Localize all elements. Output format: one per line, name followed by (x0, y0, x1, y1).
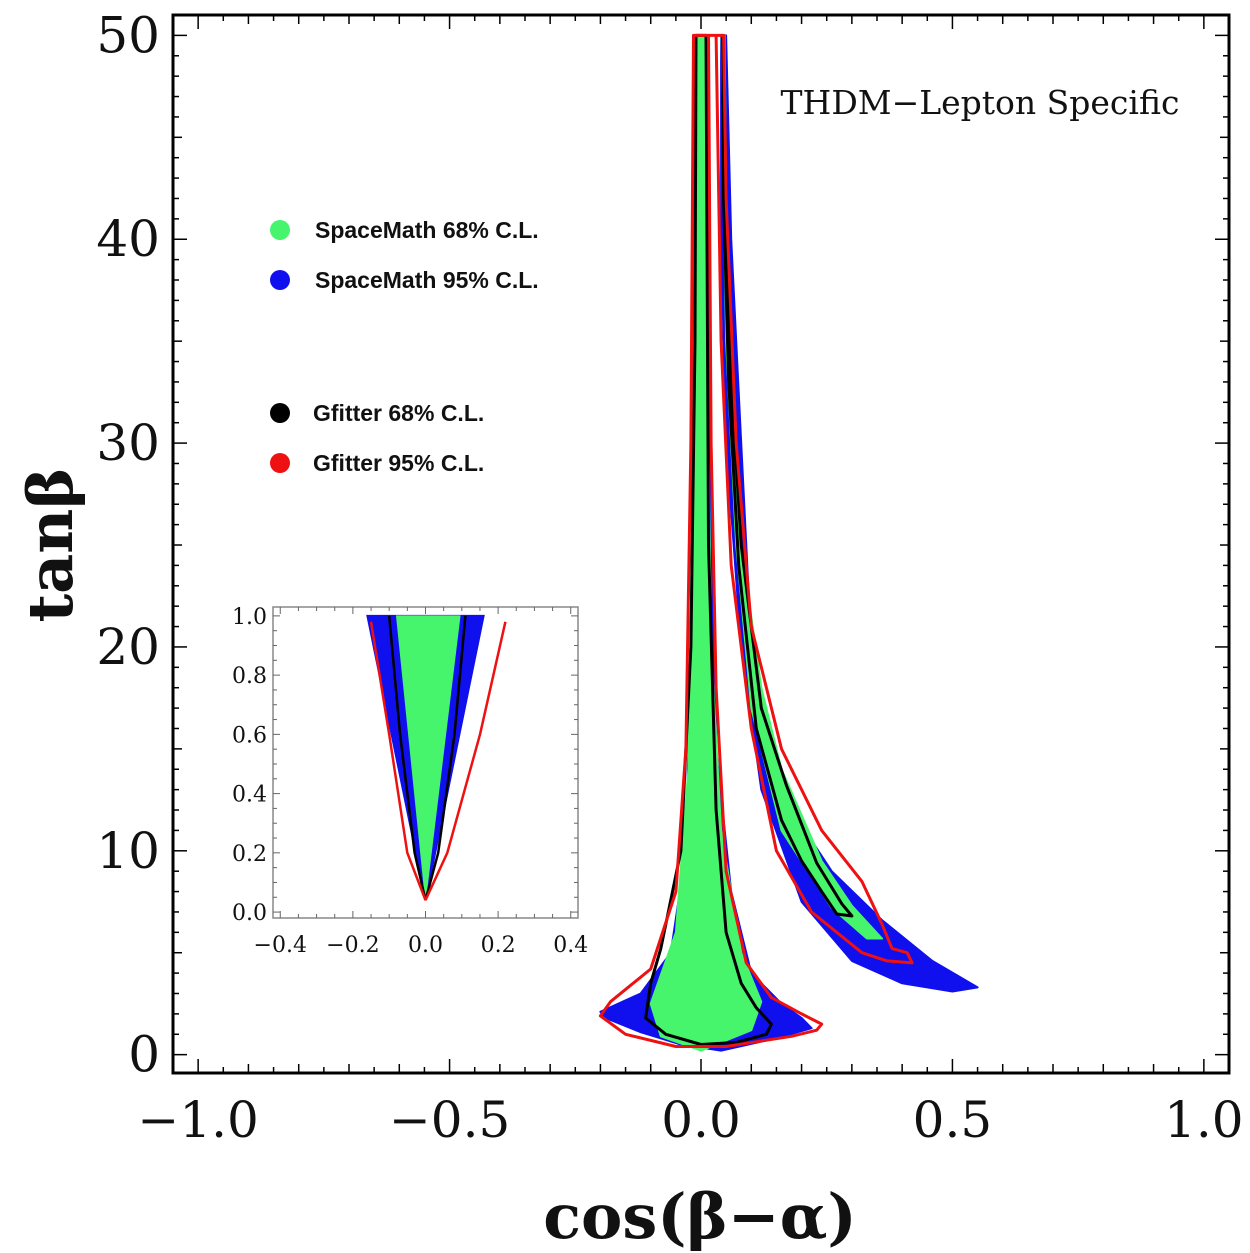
inset-spacemath-68-region (395, 615, 461, 901)
main-plot-regions (599, 34, 979, 1052)
inset-x-tick-label: −0.4 (254, 933, 307, 958)
inset-gfitter-68-contour (387, 615, 427, 901)
inset-contours (369, 615, 507, 901)
x-tick-label: 1.0 (1164, 1091, 1244, 1149)
model-annotation: THDM−Lepton Specific (781, 83, 1180, 122)
y-tick-label: 20 (96, 618, 160, 676)
legend-label-gfitter-68: Gfitter 68% C.L. (313, 400, 484, 426)
x-tick-label: −0.5 (389, 1091, 510, 1149)
inset-y-tick-label: 0.8 (232, 664, 267, 689)
legend-label-spacemath-95: SpaceMath 95% C.L. (315, 267, 539, 293)
y-tick-label: 50 (96, 6, 160, 64)
legend-label-spacemath-68: SpaceMath 68% C.L. (315, 217, 539, 243)
inset-x-tick-label: −0.2 (326, 933, 379, 958)
inset-axis-ticks (273, 607, 578, 918)
legend: SpaceMath 68% C.L. SpaceMath 95% C.L. Gf… (270, 217, 539, 476)
inset-gfitter-68-contour (424, 615, 467, 901)
legend-marker-gfitter-68 (270, 403, 290, 423)
inset-gfitter-95-contour (369, 621, 427, 901)
gfitter-68-contour (644, 33, 773, 1046)
y-tick-label: 10 (96, 822, 160, 880)
y-tick-label: 0 (128, 1026, 160, 1084)
inset-plot: −0.4 −0.2 0.0 0.2 0.4 0.0 0.2 0.4 0.6 0.8 1.0 (232, 605, 588, 958)
legend-marker-spacemath-95 (270, 270, 290, 290)
inset-x-tick-label: 0.4 (553, 933, 588, 958)
legend-marker-gfitter-95 (270, 453, 290, 473)
legend-label-gfitter-95: Gfitter 95% C.L. (313, 450, 484, 476)
spacemath-95-region (720, 34, 979, 993)
gfitter-95-contour (598, 33, 914, 1048)
x-axis-title: cos(β−α) (543, 1180, 857, 1253)
main-axis-ticks (173, 15, 1229, 1073)
inset-y-tick-labels: 0.0 0.2 0.4 0.6 0.8 1.0 (232, 605, 267, 926)
x-tick-label: 0.0 (661, 1091, 741, 1149)
inset-x-tick-label: 0.0 (408, 933, 443, 958)
y-axis-title: tanβ (14, 467, 87, 622)
x-tick-label: 0.5 (913, 1091, 993, 1149)
spacemath-68-region (720, 34, 883, 940)
inset-y-tick-label: 0.6 (232, 723, 267, 748)
y-tick-labels: 0 10 20 30 40 50 (96, 6, 160, 1083)
y-tick-label: 40 (96, 210, 160, 268)
x-tick-labels: −1.0 −0.5 0.0 0.5 1.0 (137, 1091, 1243, 1149)
inset-gfitter-95-contour (424, 621, 507, 901)
inset-y-tick-label: 0.4 (232, 783, 267, 808)
inset-x-tick-label: 0.2 (481, 933, 516, 958)
legend-marker-spacemath-68 (270, 220, 290, 240)
x-tick-label: −1.0 (137, 1091, 258, 1149)
y-tick-label: 30 (96, 414, 160, 472)
inset-y-tick-label: 0.2 (232, 842, 267, 867)
inset-y-tick-label: 1.0 (232, 605, 267, 630)
inset-x-tick-labels: −0.4 −0.2 0.0 0.2 0.4 (254, 933, 589, 958)
gfitter-68-contour (721, 33, 854, 918)
main-plot-contours (598, 33, 914, 1048)
inset-y-tick-label: 0.0 (232, 901, 267, 926)
